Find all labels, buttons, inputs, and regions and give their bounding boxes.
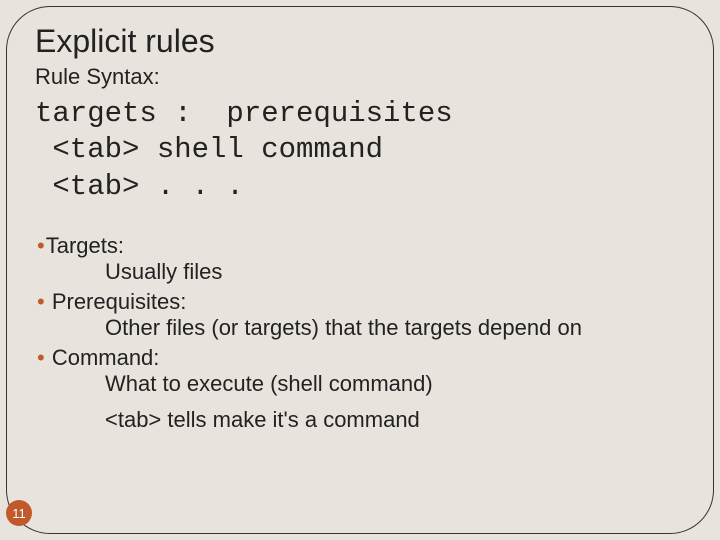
code-line-2: <tab> shell command [35,133,383,166]
term-line: •Targets: [37,233,685,259]
page-number-badge: 11 [6,500,32,526]
term-desc: Other files (or targets) that the target… [105,315,685,341]
list-item: • Prerequisites: Other files (or targets… [37,289,685,341]
bullet-icon: • [37,345,45,370]
code-block: targets : prerequisites <tab> shell comm… [35,96,685,205]
code-line-1: targets : prerequisites [35,97,453,130]
list-item: • Command: What to execute (shell comman… [37,345,685,397]
term-text: Command: [46,345,160,370]
bullet-icon: • [37,233,45,258]
bullet-icon: • [37,289,45,314]
term-line: • Prerequisites: [37,289,685,315]
term-desc: Usually files [105,259,685,285]
term-text: Prerequisites: [46,289,187,314]
slide-title: Explicit rules [35,23,685,60]
bullet-list: •Targets: Usually files • Prerequisites:… [37,233,685,433]
list-item: •Targets: Usually files [37,233,685,285]
slide-subtitle: Rule Syntax: [35,64,685,90]
term-line: • Command: [37,345,685,371]
page-number: 11 [12,506,26,521]
code-line-3: <tab> . . . [35,170,244,203]
term-text: Targets: [46,233,124,258]
slide-frame: Explicit rules Rule Syntax: targets : pr… [6,6,714,534]
note-text: <tab> tells make it's a command [105,407,685,433]
term-desc: What to execute (shell command) [105,371,685,397]
